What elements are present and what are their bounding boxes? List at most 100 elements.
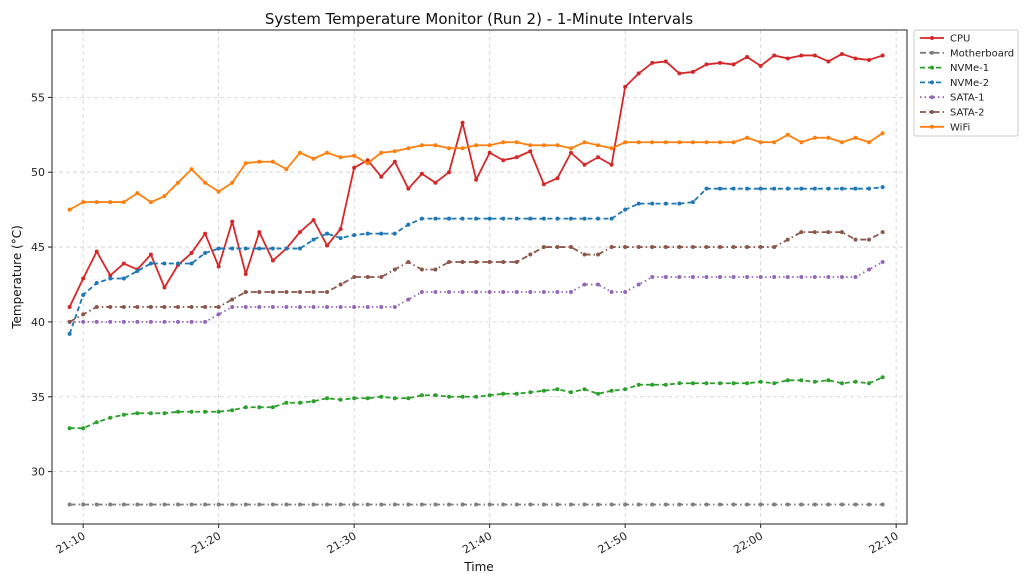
data-point (379, 231, 384, 236)
data-point (731, 140, 736, 145)
data-point (690, 200, 695, 205)
data-point (216, 189, 221, 194)
data-point (81, 200, 86, 205)
data-point (135, 319, 140, 324)
data-point (257, 405, 262, 410)
data-point (284, 246, 289, 251)
data-point (690, 381, 695, 386)
data-point (812, 135, 817, 140)
data-point (555, 143, 560, 148)
data-point (379, 150, 384, 155)
data-point (67, 207, 72, 212)
plot-background (52, 30, 907, 524)
legend-label: SATA-2 (950, 108, 985, 119)
data-point (162, 319, 167, 324)
data-point (541, 216, 546, 221)
data-point (447, 394, 452, 399)
y-tick-label: 40 (31, 316, 45, 329)
data-point (826, 186, 831, 191)
data-point (216, 502, 221, 507)
data-point (731, 502, 736, 507)
data-point (135, 191, 140, 196)
data-point (392, 396, 397, 401)
data-point (460, 146, 465, 151)
data-point (839, 502, 844, 507)
data-point (541, 388, 546, 393)
data-point (365, 396, 370, 401)
data-point (582, 387, 587, 392)
data-point (514, 140, 519, 145)
data-point (528, 502, 533, 507)
data-point (839, 230, 844, 235)
data-point (745, 54, 750, 59)
data-point (176, 502, 181, 507)
data-point (460, 502, 465, 507)
data-point (826, 230, 831, 235)
data-point (433, 143, 438, 148)
data-point (839, 186, 844, 191)
data-point (176, 409, 181, 414)
data-point (718, 186, 723, 191)
data-point (297, 289, 302, 294)
data-point (663, 502, 668, 507)
data-point (758, 63, 763, 68)
data-point (582, 502, 587, 507)
data-point (839, 51, 844, 56)
series-motherboard (67, 502, 885, 507)
data-point (609, 216, 614, 221)
data-point (121, 304, 126, 309)
data-point (623, 387, 628, 392)
data-point (826, 378, 831, 383)
data-point (406, 260, 411, 265)
data-point (108, 319, 113, 324)
data-point (406, 146, 411, 151)
data-point (853, 135, 858, 140)
data-point (230, 180, 235, 185)
data-point (514, 216, 519, 221)
data-point (297, 246, 302, 251)
plot-frame (51, 29, 908, 525)
data-point (582, 252, 587, 257)
data-point (568, 390, 573, 395)
data-point (365, 158, 370, 163)
data-point (284, 304, 289, 309)
data-point (541, 502, 546, 507)
data-point (487, 289, 492, 294)
data-point (325, 150, 330, 155)
data-point (243, 289, 248, 294)
data-point (636, 382, 641, 387)
data-point (121, 502, 126, 507)
data-point (799, 275, 804, 279)
data-point (758, 140, 763, 145)
data-point (121, 319, 126, 324)
data-point (338, 282, 343, 287)
data-point (325, 289, 330, 294)
series-sata-1 (67, 260, 885, 324)
data-point (623, 289, 628, 294)
data-point (433, 393, 438, 398)
data-point (230, 502, 235, 507)
legend-label: NVMe-2 (950, 78, 989, 89)
data-point (162, 261, 167, 266)
data-point (189, 167, 194, 172)
data-point (812, 379, 817, 384)
data-point (718, 275, 723, 279)
data-point (596, 391, 601, 396)
data-point (433, 289, 438, 294)
data-point (731, 381, 736, 386)
data-point (826, 135, 831, 140)
data-point (772, 140, 777, 145)
data-point (745, 275, 750, 279)
data-point (230, 297, 235, 302)
data-point (867, 267, 872, 272)
data-point (284, 502, 289, 507)
legend-label: Motherboard (950, 48, 1014, 59)
series-sata-2 (67, 230, 885, 324)
data-point (555, 387, 560, 392)
data-point (867, 502, 872, 507)
data-point (433, 180, 438, 185)
data-point (121, 261, 126, 266)
data-point (663, 59, 668, 64)
data-point (311, 502, 316, 507)
